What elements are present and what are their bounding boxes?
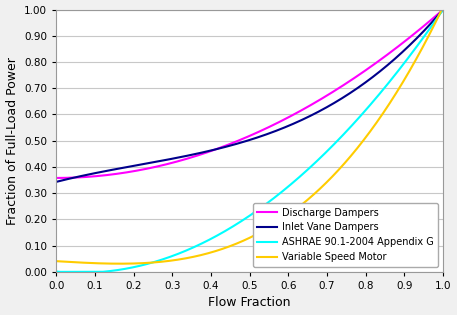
Legend: Discharge Dampers, Inlet Vane Dampers, ASHRAE 90.1-2004 Appendix G, Variable Spe: Discharge Dampers, Inlet Vane Dampers, A… — [253, 203, 438, 267]
Line: Inlet Vane Dampers: Inlet Vane Dampers — [56, 9, 443, 182]
Inlet Vane Dampers — [362, 81, 368, 85]
Inlet Vane Dampers — [93, 171, 98, 175]
Discharge Dampers — [319, 97, 324, 100]
ASHRAE 90.1-2004 Appendix G — [210, 236, 216, 240]
Y-axis label: Fraction of Full-Load Power: Fraction of Full-Load Power — [5, 57, 19, 225]
Line: Variable Speed Motor: Variable Speed Motor — [56, 7, 443, 264]
Inlet Vane Dampers — [355, 86, 361, 90]
Variable Speed Motor — [93, 261, 98, 265]
Line: ASHRAE 90.1-2004 Appendix G: ASHRAE 90.1-2004 Appendix G — [56, 9, 443, 272]
Variable Speed Motor — [362, 136, 368, 140]
Inlet Vane Dampers — [210, 148, 215, 152]
ASHRAE 90.1-2004 Appendix G — [53, 270, 59, 273]
Line: Discharge Dampers: Discharge Dampers — [56, 9, 443, 178]
Variable Speed Motor — [319, 185, 325, 188]
Discharge Dampers — [441, 8, 446, 11]
Discharge Dampers — [355, 74, 361, 77]
Inlet Vane Dampers — [441, 8, 446, 11]
Inlet Vane Dampers — [319, 108, 324, 112]
Variable Speed Motor — [210, 250, 216, 254]
Inlet Vane Dampers — [53, 180, 59, 184]
Discharge Dampers — [224, 143, 229, 147]
ASHRAE 90.1-2004 Appendix G — [441, 8, 446, 11]
Variable Speed Motor — [117, 262, 123, 266]
ASHRAE 90.1-2004 Appendix G — [224, 228, 230, 232]
X-axis label: Flow Fraction: Flow Fraction — [208, 296, 291, 309]
Variable Speed Motor — [224, 245, 230, 249]
Discharge Dampers — [93, 174, 98, 178]
Discharge Dampers — [362, 69, 368, 73]
Discharge Dampers — [210, 149, 215, 152]
Variable Speed Motor — [356, 145, 361, 149]
ASHRAE 90.1-2004 Appendix G — [93, 270, 99, 274]
ASHRAE 90.1-2004 Appendix G — [57, 270, 63, 274]
ASHRAE 90.1-2004 Appendix G — [362, 109, 368, 112]
ASHRAE 90.1-2004 Appendix G — [356, 117, 361, 120]
Inlet Vane Dampers — [224, 145, 229, 148]
Variable Speed Motor — [441, 5, 446, 9]
ASHRAE 90.1-2004 Appendix G — [319, 154, 325, 158]
Variable Speed Motor — [53, 259, 59, 263]
Discharge Dampers — [53, 176, 59, 180]
